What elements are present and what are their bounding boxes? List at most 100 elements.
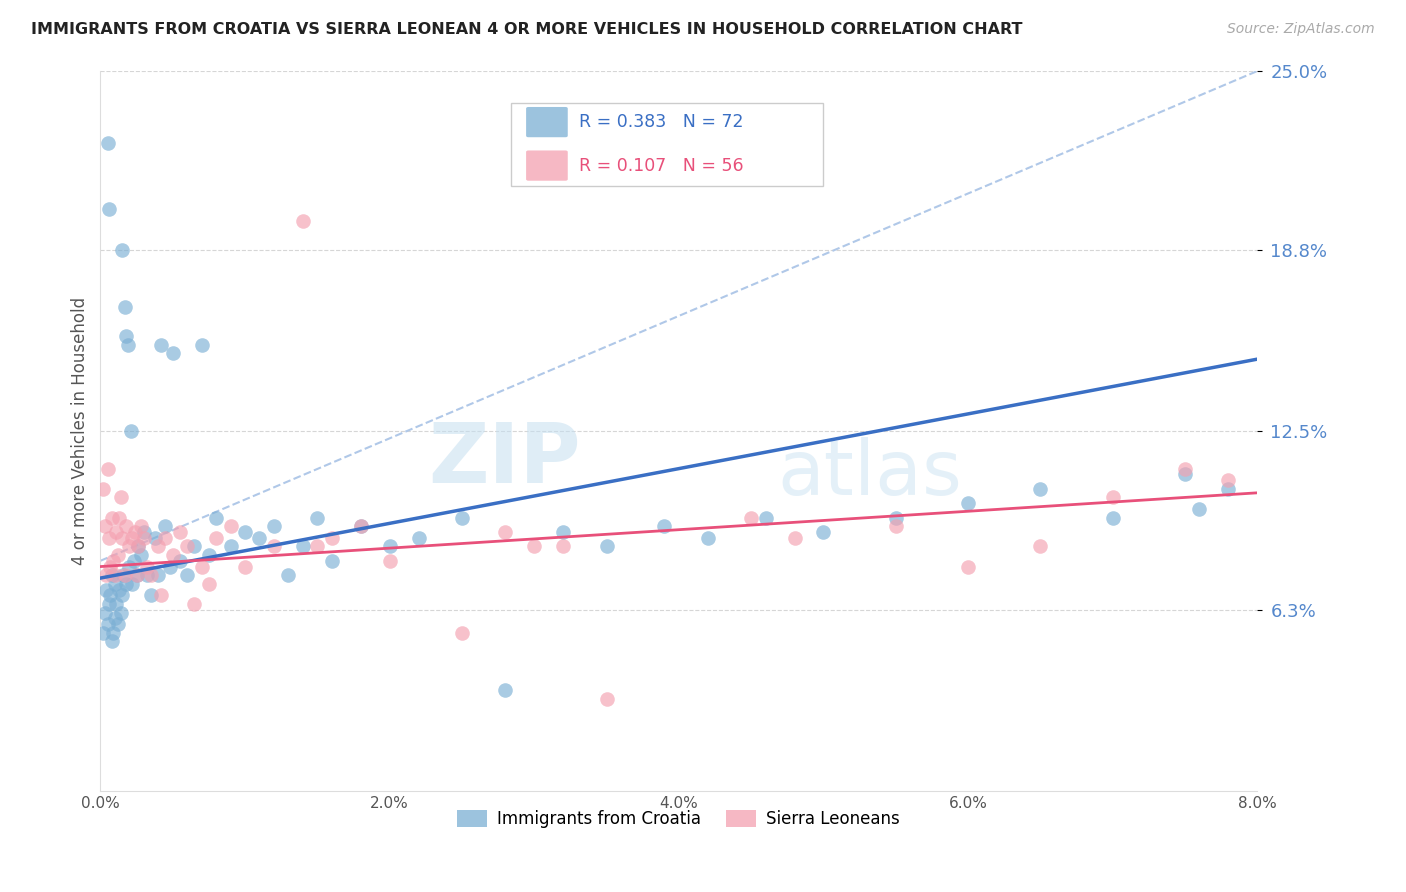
Point: [408, 531, 430, 545]
Point: [111, 588, 134, 602]
Point: [1101, 491, 1123, 505]
Point: [132, 524, 155, 539]
Point: [198, 577, 221, 591]
Point: [125, 568, 148, 582]
Point: [1029, 482, 1052, 496]
Point: [263, 519, 285, 533]
Point: [98, 597, 121, 611]
Point: [107, 617, 129, 632]
Point: [190, 559, 212, 574]
Point: [1218, 482, 1240, 496]
Point: [755, 510, 778, 524]
Point: [104, 577, 127, 591]
Point: [135, 568, 157, 582]
Point: [155, 519, 177, 533]
Point: [783, 531, 806, 545]
Point: [117, 337, 139, 351]
Point: [813, 524, 835, 539]
Point: [108, 582, 131, 597]
FancyBboxPatch shape: [510, 103, 824, 186]
Point: [291, 540, 314, 554]
Point: [105, 597, 128, 611]
Point: [205, 531, 228, 545]
Point: [169, 524, 191, 539]
Point: [129, 548, 152, 562]
Point: [1174, 461, 1197, 475]
Text: atlas: atlas: [778, 437, 962, 511]
Point: [111, 531, 134, 545]
Point: [307, 510, 329, 524]
Point: [249, 531, 271, 545]
Point: [118, 540, 141, 554]
Point: [378, 540, 401, 554]
Point: [127, 540, 149, 554]
Point: [190, 337, 212, 351]
Point: [350, 519, 373, 533]
Text: R = 0.383   N = 72: R = 0.383 N = 72: [579, 113, 744, 131]
Point: [263, 540, 285, 554]
Point: [494, 683, 516, 698]
Point: [93, 519, 115, 533]
Point: [121, 531, 143, 545]
Point: [93, 606, 115, 620]
FancyBboxPatch shape: [526, 151, 568, 181]
Point: [148, 568, 170, 582]
Text: Source: ZipAtlas.com: Source: ZipAtlas.com: [1227, 22, 1375, 37]
Legend: Immigrants from Croatia, Sierra Leoneans: Immigrants from Croatia, Sierra Leoneans: [451, 804, 907, 835]
Point: [696, 531, 718, 545]
Point: [198, 548, 221, 562]
Point: [176, 540, 198, 554]
Point: [112, 568, 135, 582]
Point: [277, 568, 299, 582]
Point: [114, 300, 136, 314]
Point: [1188, 502, 1211, 516]
FancyBboxPatch shape: [526, 107, 568, 137]
Point: [553, 540, 575, 554]
Point: [1029, 540, 1052, 554]
Point: [94, 582, 117, 597]
Point: [101, 568, 124, 582]
Point: [451, 510, 474, 524]
Point: [1218, 473, 1240, 487]
Point: [115, 519, 138, 533]
Y-axis label: 4 or more Vehicles in Household: 4 or more Vehicles in Household: [72, 297, 89, 566]
Point: [103, 625, 125, 640]
Point: [91, 625, 114, 640]
Point: [107, 548, 129, 562]
Point: [150, 588, 173, 602]
Point: [120, 424, 142, 438]
Point: [104, 568, 127, 582]
Point: [129, 519, 152, 533]
Point: [91, 482, 114, 496]
Point: [654, 519, 676, 533]
Point: [957, 559, 980, 574]
Point: [97, 461, 120, 475]
Point: [135, 559, 157, 574]
Point: [205, 510, 228, 524]
Point: [378, 554, 401, 568]
Point: [97, 617, 120, 632]
Point: [162, 346, 184, 360]
Point: [595, 540, 617, 554]
Point: [176, 568, 198, 582]
Point: [159, 559, 181, 574]
Point: [595, 692, 617, 706]
Text: R = 0.107   N = 56: R = 0.107 N = 56: [579, 157, 744, 175]
Point: [111, 243, 134, 257]
Point: [101, 634, 124, 648]
Point: [101, 510, 124, 524]
Point: [451, 625, 474, 640]
Point: [97, 136, 120, 150]
Point: [100, 588, 122, 602]
Point: [105, 524, 128, 539]
Point: [219, 519, 242, 533]
Point: [115, 329, 138, 343]
Point: [321, 531, 343, 545]
Point: [118, 559, 141, 574]
Point: [291, 214, 314, 228]
Point: [114, 568, 136, 582]
Point: [162, 548, 184, 562]
Point: [139, 588, 162, 602]
Point: [523, 540, 546, 554]
Point: [103, 554, 125, 568]
